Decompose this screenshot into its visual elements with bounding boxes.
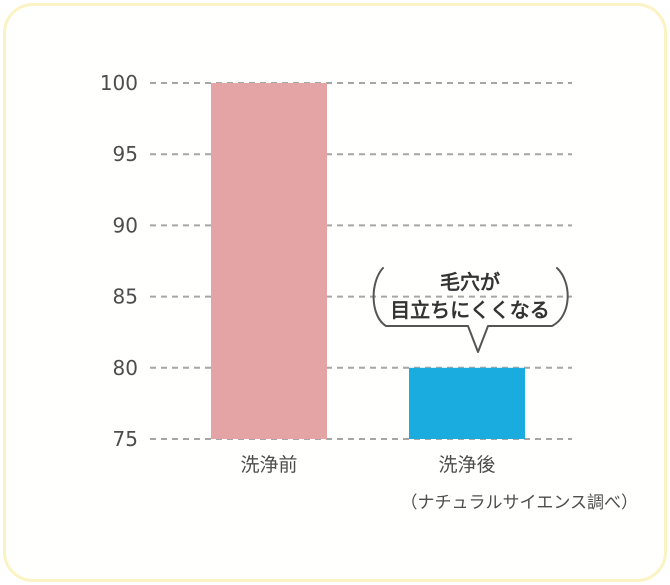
y-tick-label: 90 — [113, 213, 138, 237]
chart-frame — [3, 3, 667, 582]
bubble-line-1: 毛穴が — [440, 270, 500, 294]
bubble-outline — [372, 267, 569, 353]
bar-2 — [409, 367, 525, 439]
x-category-label: 洗浄前 — [240, 454, 297, 476]
bar-1 — [211, 83, 327, 439]
y-tick-label: 95 — [113, 142, 138, 166]
speech-bubble: 毛穴が 目立ちにくくなる — [372, 267, 569, 353]
source-note: （ナチュラルサイエンス調べ） — [400, 493, 639, 513]
y-tick-label: 85 — [113, 285, 138, 309]
y-tick-label: 75 — [113, 427, 138, 451]
x-axis: 洗浄前 洗浄後 — [240, 454, 495, 476]
y-axis: 75 80 85 90 95 100 — [100, 71, 138, 451]
y-tick-label: 80 — [113, 356, 138, 380]
y-tick-label: 100 — [100, 71, 138, 95]
x-category-label: 洗浄後 — [438, 454, 495, 476]
bars — [211, 83, 525, 439]
bubble-line-2: 目立ちにくくなる — [390, 298, 550, 322]
